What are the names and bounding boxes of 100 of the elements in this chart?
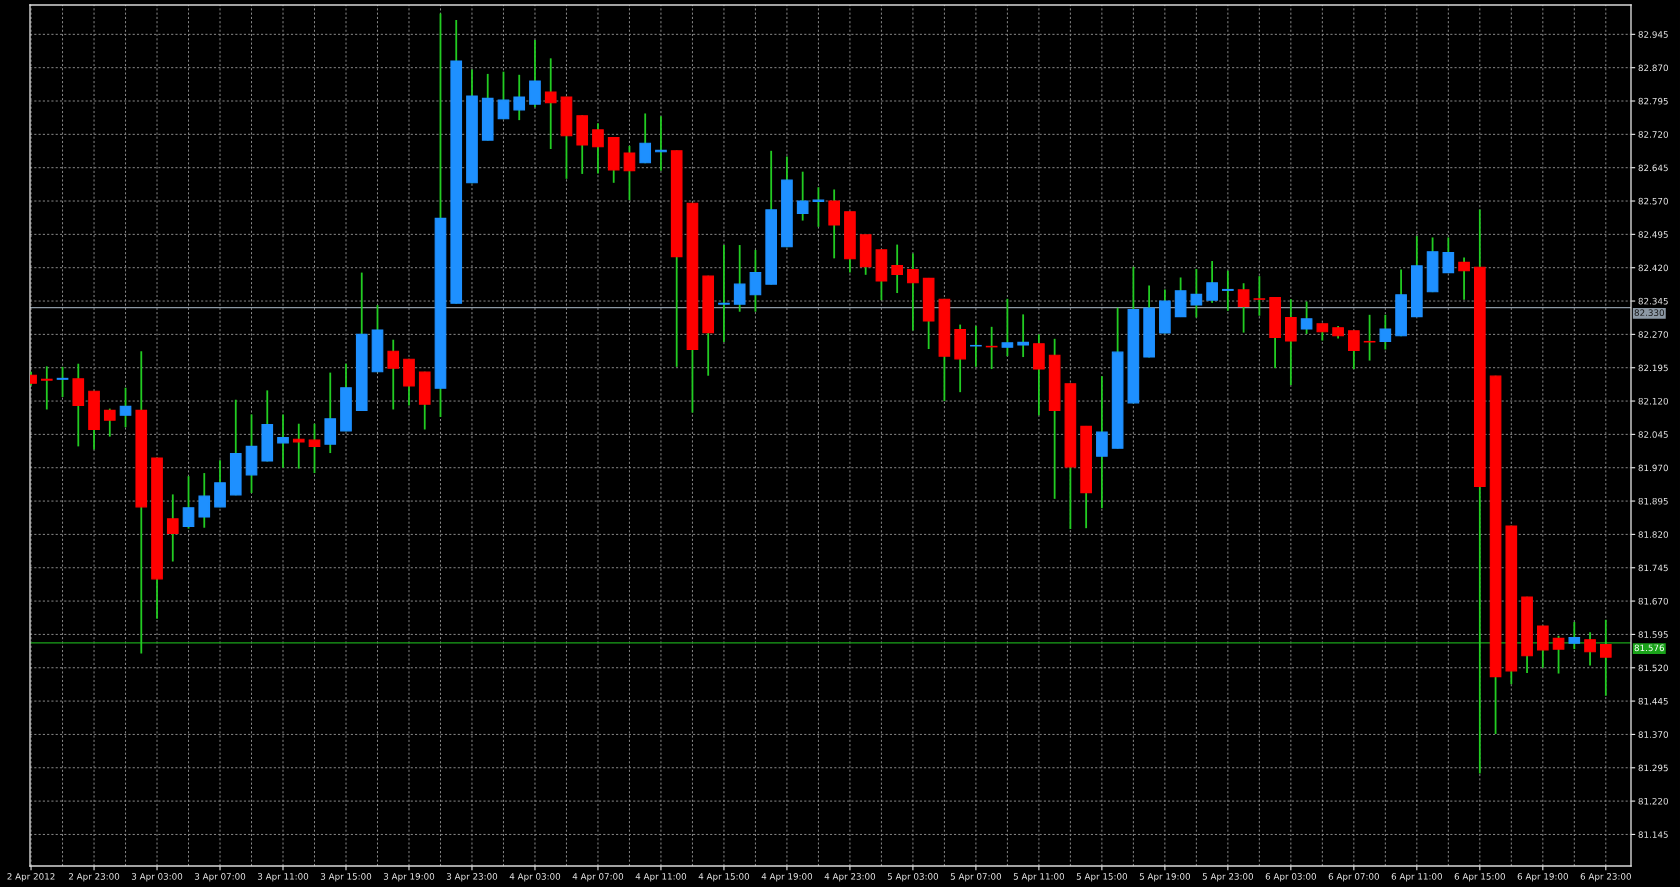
candlestick (1442, 236, 1455, 274)
y-tick-label: 82.345 (1638, 297, 1668, 305)
candlestick (796, 170, 809, 222)
y-tick-label: 81.445 (1638, 697, 1668, 705)
candlestick (544, 57, 557, 150)
y-tick-label: 82.420 (1638, 264, 1668, 272)
candlestick (497, 70, 510, 121)
candlestick (639, 112, 652, 165)
candlestick (1237, 282, 1250, 334)
candlestick (1552, 634, 1565, 675)
y-tick-label: 82.870 (1638, 64, 1668, 72)
candlestick (1190, 268, 1203, 319)
x-tick-label: 6 Apr 23:00 (1580, 873, 1631, 882)
candlestick (214, 459, 226, 509)
x-tick-label: 3 Apr 15:00 (320, 873, 372, 882)
x-tick-label: 4 Apr 03:00 (509, 873, 561, 882)
x-tick-label: 3 Apr 11:00 (257, 873, 309, 882)
candlestick (166, 493, 179, 563)
candlestick (1285, 298, 1297, 386)
candlestick (1584, 631, 1596, 667)
y-tick-label: 81.370 (1638, 731, 1668, 738)
candlestick (1348, 329, 1360, 370)
x-tick-label: 5 Apr 19:00 (1139, 873, 1191, 882)
x-tick-label: 4 Apr 15:00 (698, 873, 750, 882)
y-tick-label: 82.045 (1638, 431, 1668, 438)
y-tick-label: 82.945 (1638, 31, 1668, 38)
candlestick (529, 39, 541, 109)
candlestick (40, 365, 53, 411)
x-tick-label: 6 Apr 15:00 (1454, 873, 1505, 882)
candlestick (1001, 297, 1014, 358)
y-tick-label: 82.270 (1638, 331, 1668, 338)
candlestick (1568, 621, 1581, 650)
candlestick (1222, 269, 1234, 312)
y-tick-label: 81.970 (1638, 464, 1668, 472)
y-tick-label: 81.745 (1638, 564, 1668, 572)
x-tick-label: 5 Apr 15:00 (1076, 873, 1128, 882)
y-tick-label: 82.195 (1638, 364, 1668, 372)
y-tick-label: 81.820 (1638, 531, 1668, 538)
candlestick (56, 365, 69, 398)
y-tick-label: 82.120 (1638, 397, 1668, 405)
candlestick (1458, 256, 1470, 301)
candlestick (970, 325, 982, 368)
candlestick (1363, 313, 1376, 362)
candlestick (733, 244, 746, 313)
x-tick-label: 3 Apr 07:00 (194, 873, 246, 882)
x-tick-label: 6 Apr 03:00 (1265, 873, 1317, 882)
y-tick-label: 82.645 (1638, 164, 1668, 172)
x-tick-label: 2 Apr 2012 (7, 873, 55, 882)
candlestick (198, 472, 211, 529)
candlestick (277, 413, 289, 469)
x-tick-label: 3 Apr 03:00 (131, 873, 183, 882)
x-tick-label: 6 Apr 07:00 (1328, 873, 1379, 882)
x-tick-label: 3 Apr 19:00 (383, 873, 435, 882)
ref-line-label: 82.330 (1634, 309, 1665, 316)
candlestick (592, 122, 604, 175)
candlestick (1096, 375, 1108, 510)
ref-line-label: 81.576 (1634, 644, 1665, 652)
y-tick-label: 82.795 (1638, 97, 1668, 105)
candlestick (182, 475, 195, 530)
x-tick-label: 6 Apr 11:00 (1391, 873, 1442, 882)
candlestick (718, 244, 730, 343)
candlestick (292, 422, 305, 470)
x-tick-label: 5 Apr 11:00 (1013, 873, 1065, 882)
candlestick (513, 73, 526, 122)
x-tick-label: 4 Apr 19:00 (761, 873, 813, 882)
candlestick (308, 422, 321, 474)
candlestick (1206, 260, 1218, 304)
y-tick-label: 81.670 (1638, 597, 1668, 605)
y-tick-label: 81.220 (1638, 797, 1668, 805)
x-tick-label: 6 Apr 19:00 (1517, 873, 1568, 882)
candlestick (812, 186, 825, 228)
candlestick (1253, 275, 1266, 317)
candlestick (1536, 624, 1549, 669)
y-tick-label: 81.295 (1638, 764, 1668, 772)
x-tick-label: 2 Apr 23:00 (68, 873, 120, 882)
y-tick-label: 81.595 (1638, 631, 1668, 638)
candlestick (1017, 313, 1029, 358)
y-tick-label: 82.720 (1638, 131, 1668, 138)
candlestick (891, 243, 903, 294)
y-tick-label: 82.495 (1638, 231, 1668, 238)
candlestick (623, 145, 636, 202)
candlestick (1379, 313, 1392, 351)
candlestick (119, 386, 132, 429)
x-tick-label: 4 Apr 11:00 (635, 873, 687, 882)
candlestick (387, 338, 400, 411)
candlestick (1599, 618, 1612, 697)
x-tick-label: 4 Apr 07:00 (572, 873, 624, 882)
candlestick (828, 188, 841, 260)
x-tick-label: 3 Apr 23:00 (446, 873, 498, 882)
y-tick-label: 81.145 (1638, 831, 1668, 838)
y-tick-label: 81.895 (1638, 497, 1668, 505)
x-tick-label: 5 Apr 23:00 (1202, 873, 1254, 882)
x-tick-label: 5 Apr 03:00 (887, 873, 939, 882)
candlestick (1300, 300, 1313, 335)
y-tick-label: 82.570 (1638, 197, 1668, 205)
candlestick (907, 252, 919, 332)
x-tick-label: 5 Apr 07:00 (950, 873, 1002, 882)
y-tick-label: 81.520 (1638, 664, 1668, 672)
candlestick (103, 407, 116, 438)
candlestick (749, 249, 762, 313)
